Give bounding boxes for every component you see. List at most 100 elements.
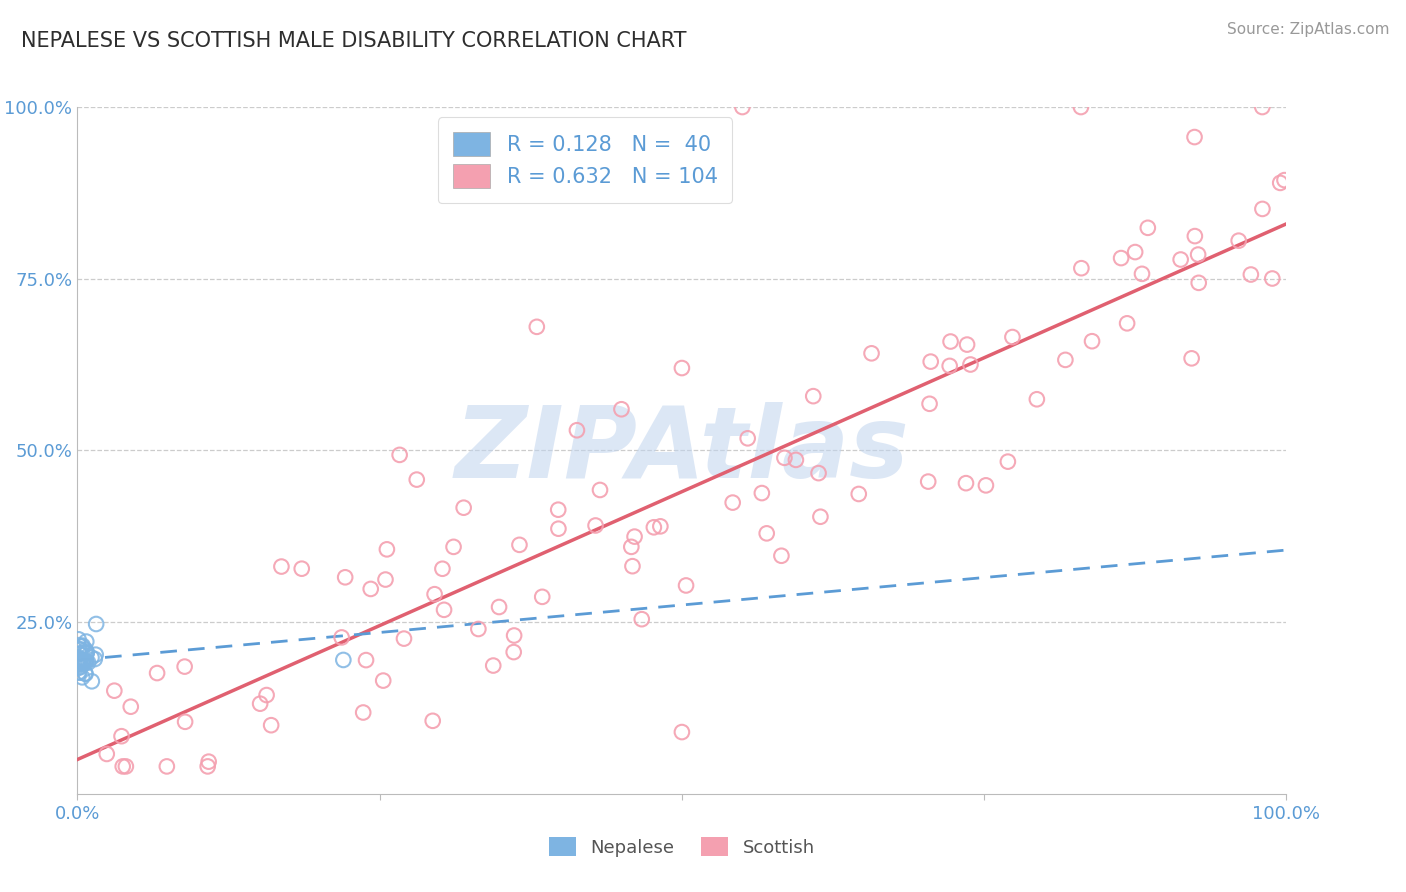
Point <box>443 540 465 554</box>
Point <box>67 657 90 671</box>
Point <box>70 640 93 654</box>
Point <box>1109 251 1132 265</box>
Point <box>72 639 94 653</box>
Point <box>111 759 134 773</box>
Point <box>75 666 97 681</box>
Point <box>67 632 90 647</box>
Point <box>67 651 90 665</box>
Point <box>197 759 219 773</box>
Point <box>917 475 939 489</box>
Point <box>291 562 314 576</box>
Point <box>360 582 382 596</box>
Point <box>737 431 759 445</box>
Point <box>83 652 105 666</box>
Point <box>405 473 427 487</box>
Point <box>96 747 118 761</box>
Point <box>67 661 90 675</box>
Point <box>75 643 97 657</box>
Point <box>1181 351 1204 366</box>
Point <box>80 674 103 689</box>
Point <box>75 655 97 669</box>
Text: ZIPAtlas: ZIPAtlas <box>454 402 910 499</box>
Point <box>508 538 530 552</box>
Point <box>335 570 357 584</box>
Point <box>67 650 90 665</box>
Point <box>270 559 292 574</box>
Point <box>731 100 754 114</box>
Point <box>72 655 94 669</box>
Point <box>173 659 195 673</box>
Point <box>76 645 98 659</box>
Point <box>751 486 773 500</box>
Point <box>72 655 94 669</box>
Point <box>67 665 90 680</box>
Point <box>1136 220 1159 235</box>
Point <box>547 522 569 536</box>
Point <box>785 453 807 467</box>
Point <box>585 518 607 533</box>
Point <box>156 759 179 773</box>
Point <box>630 612 652 626</box>
Point <box>1054 352 1077 367</box>
Point <box>1170 252 1192 267</box>
Point <box>373 673 395 688</box>
Point <box>249 697 271 711</box>
Point <box>610 402 633 417</box>
Point <box>422 714 444 728</box>
Point <box>848 487 870 501</box>
Point <box>1001 330 1024 344</box>
Point <box>547 502 569 516</box>
Point <box>938 359 960 373</box>
Point <box>146 666 169 681</box>
Point <box>620 540 643 554</box>
Legend: Nepalese, Scottish: Nepalese, Scottish <box>541 830 823 863</box>
Point <box>433 603 456 617</box>
Point <box>589 483 612 497</box>
Point <box>773 450 796 465</box>
Point <box>392 632 415 646</box>
Point <box>918 397 941 411</box>
Point <box>755 526 778 541</box>
Point <box>1070 261 1092 276</box>
Point <box>1188 276 1211 290</box>
Point <box>330 631 353 645</box>
Point <box>375 542 398 557</box>
Point <box>352 706 374 720</box>
Point <box>69 654 91 668</box>
Point <box>374 573 396 587</box>
Point <box>69 647 91 661</box>
Point <box>939 334 962 349</box>
Point <box>1184 130 1206 145</box>
Point <box>67 638 90 652</box>
Point <box>502 645 524 659</box>
Point <box>423 587 446 601</box>
Point <box>1116 316 1139 330</box>
Point <box>997 455 1019 469</box>
Point <box>260 718 283 732</box>
Point <box>73 666 96 681</box>
Point <box>67 653 90 667</box>
Point <box>1251 202 1274 216</box>
Point <box>671 725 693 739</box>
Point <box>721 495 744 509</box>
Point <box>69 659 91 673</box>
Point <box>956 337 979 351</box>
Point <box>197 755 219 769</box>
Point <box>623 530 645 544</box>
Point <box>959 358 981 372</box>
Point <box>482 658 505 673</box>
Point <box>650 519 672 533</box>
Point <box>388 448 411 462</box>
Text: NEPALESE VS SCOTTISH MALE DISABILITY CORRELATION CHART: NEPALESE VS SCOTTISH MALE DISABILITY COR… <box>21 31 686 51</box>
Point <box>675 578 697 592</box>
Point <box>643 520 665 534</box>
Point <box>1270 176 1292 190</box>
Point <box>467 622 489 636</box>
Point <box>76 646 98 660</box>
Point <box>75 646 97 660</box>
Point <box>1025 392 1047 407</box>
Point <box>1123 245 1146 260</box>
Point <box>920 354 942 368</box>
Point <box>75 655 97 669</box>
Point <box>807 466 830 480</box>
